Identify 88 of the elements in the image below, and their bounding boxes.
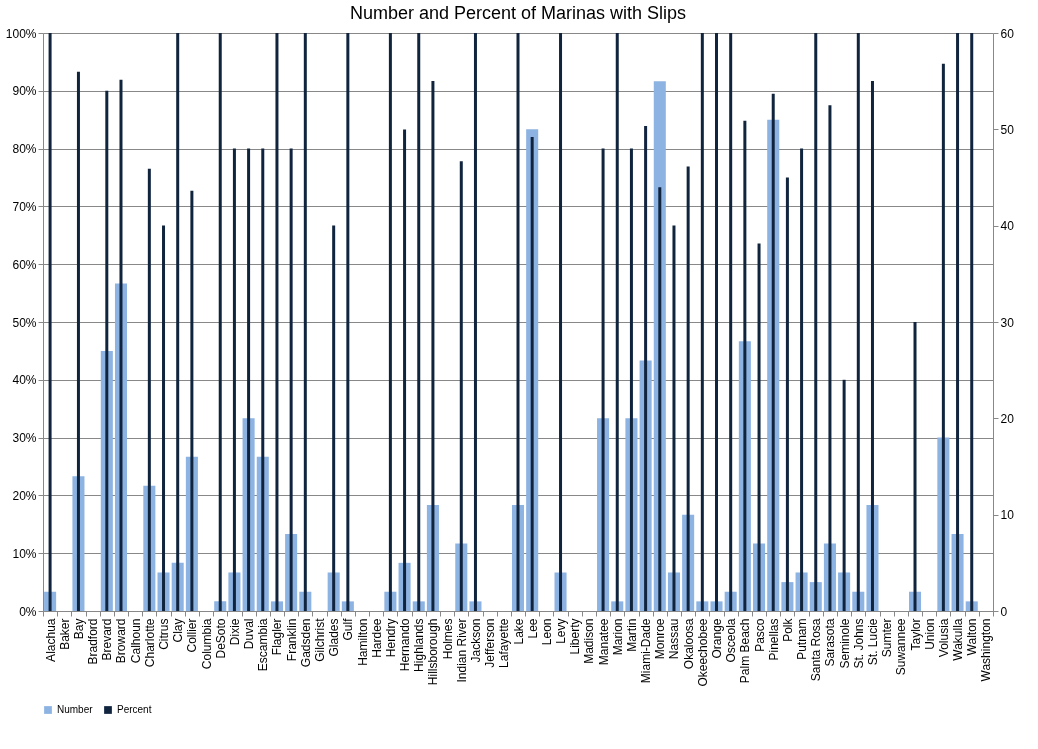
x-tick-label: Hardee (369, 618, 384, 658)
x-tick-label: Lee (525, 618, 540, 639)
x-tick-label: Indian River (454, 618, 469, 683)
x-tick-label: St. Lucie (865, 618, 880, 666)
x-tick-label: Washington (979, 618, 994, 682)
y-tick-label: 70% (12, 199, 37, 214)
x-tick-label: Calhoun (128, 618, 143, 664)
x-tick-label: Brevard (100, 618, 115, 661)
x-tick-label: Hillsborough (426, 618, 441, 686)
x-tick-label: Okeechobee (695, 618, 710, 687)
y-tick-label: 100% (5, 26, 37, 41)
y-tick-label: 80% (12, 142, 37, 157)
x-tick-label: Wakulla (951, 618, 966, 661)
x-tick-label: Bay (71, 618, 86, 640)
x-tick-label: Lafayette (497, 618, 512, 668)
y2-tick-label: 40 (1000, 219, 1015, 234)
x-tick-label: Polk (780, 617, 795, 642)
y-tick-label: 0% (19, 604, 37, 619)
x-tick-label: Franklin (284, 618, 299, 662)
x-tick-label: Jackson (468, 618, 483, 663)
legend-label: Percent (117, 704, 152, 715)
x-tick-label: Hamilton (355, 618, 370, 666)
y-tick-label: 90% (12, 84, 37, 99)
x-tick-label: Broward (114, 618, 129, 664)
y-tick-label: 30% (12, 431, 37, 446)
x-tick-label: Palm Beach (738, 618, 753, 684)
x-tick-label: Gulf (341, 617, 356, 641)
x-tick-label: Charlotte (142, 618, 157, 668)
y2-tick-label: 10 (1000, 508, 1015, 523)
x-tick-label: Pasco (752, 618, 767, 652)
x-tick-label: Collier (185, 618, 200, 653)
y-tick-label: 20% (12, 488, 37, 503)
y2-tick-label: 50 (1000, 122, 1015, 137)
y2-tick-label: 20 (1000, 411, 1015, 426)
x-tick-label: Glades (327, 618, 342, 657)
x-tick-label: Gadsden (298, 618, 313, 668)
x-tick-label: Putnam (795, 618, 810, 660)
x-tick-label: Okaloosa (681, 618, 696, 670)
x-tick-label: Duval (242, 618, 257, 650)
x-tick-label: Sarasota (823, 618, 838, 667)
legend-label: Number (57, 704, 94, 715)
x-tick-label: Walton (965, 618, 980, 656)
x-tick-label: Madison (582, 618, 597, 664)
x-tick-label: Baker (57, 618, 72, 650)
x-tick-label: Flagler (270, 618, 285, 656)
x-tick-label: Osceola (724, 618, 739, 663)
x-tick-label: Manatee (596, 618, 611, 666)
y-tick-label: 10% (12, 546, 37, 561)
x-tick-label: Marion (610, 618, 625, 656)
x-tick-label: Hendry (383, 618, 398, 658)
y2-tick-label: 30 (1000, 315, 1015, 330)
x-tick-label: Taylor (908, 618, 923, 651)
x-tick-label: Dixie (227, 618, 242, 646)
x-tick-label: Suwannee (894, 618, 909, 676)
x-tick-label: Leon (539, 618, 554, 646)
x-tick-label: Gilchrist (312, 617, 327, 662)
chart-title: Number and Percent of Marinas with Slips (349, 3, 687, 23)
x-tick-label: Alachua (43, 618, 58, 662)
x-tick-label: Martin (624, 618, 639, 652)
x-tick-label: Liberty (568, 618, 583, 655)
y-tick-label: 50% (12, 315, 37, 330)
y2-tick-label: 0 (1000, 604, 1008, 619)
y-tick-label: 40% (12, 373, 37, 388)
x-tick-label: Holmes (440, 618, 455, 660)
x-tick-label: Miami-Dade (639, 618, 654, 684)
y-tick-label: 60% (12, 257, 37, 272)
x-tick-label: Seminole (837, 618, 852, 669)
x-tick-label: Escambia (256, 618, 271, 672)
x-tick-label: Orange (710, 618, 725, 659)
y2-tick-label: 60 (1000, 26, 1015, 41)
x-tick-label: Monroe (653, 618, 668, 660)
x-tick-label: Jefferson (483, 618, 498, 668)
x-tick-label: Clay (171, 618, 186, 643)
x-tick-label: Lake (511, 618, 526, 645)
x-tick-label: Union (922, 618, 937, 650)
x-tick-label: Pinellas (766, 618, 781, 661)
x-tick-label: St. Johns (851, 618, 866, 669)
x-tick-label: Columbia (199, 618, 214, 670)
x-tick-label: DeSoto (213, 618, 228, 659)
x-tick-label: Hernando (398, 618, 413, 672)
x-tick-label: Highlands (412, 618, 427, 672)
x-tick-label: Citrus (157, 618, 172, 650)
x-tick-label: Sumter (880, 618, 895, 658)
x-tick-label: Bradford (86, 618, 101, 665)
x-tick-label: Nassau (667, 618, 682, 660)
x-tick-label: Volusia (936, 618, 951, 658)
x-tick-label: Santa Rosa (809, 618, 824, 682)
x-tick-label: Levy (554, 618, 569, 644)
